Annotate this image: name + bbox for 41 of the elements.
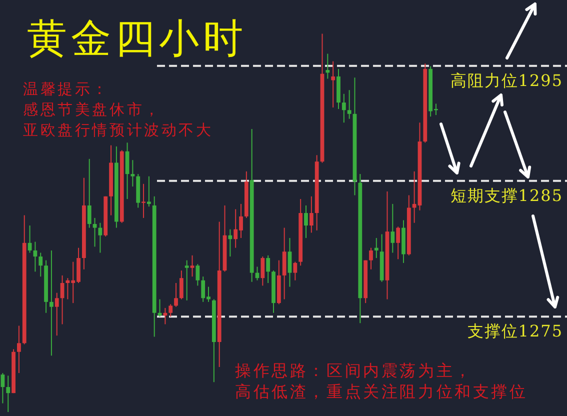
annotation: 温馨提示：感恩节美盘休市，亚欧盘行情预计波动不大 (23, 80, 214, 139)
candlestick (130, 160, 135, 188)
candlestick (260, 256, 265, 286)
candlestick (196, 264, 200, 286)
candlestick (0, 372, 5, 404)
candlestick (266, 254, 270, 284)
candlestick (50, 250, 54, 356)
candlestick (98, 222, 102, 254)
candlestick (369, 247, 373, 270)
candlestick (342, 93, 346, 124)
candlestick (347, 90, 352, 120)
candlestick (396, 226, 400, 260)
ref-line-label: 短期支撑1285 (450, 186, 563, 205)
candlestick (304, 204, 308, 238)
candlestick (142, 183, 146, 218)
candlestick (179, 270, 184, 300)
candlestick (174, 282, 178, 308)
candlestick (293, 261, 298, 281)
chart-title: 黄金四小时 (27, 16, 247, 62)
candlestick (146, 176, 151, 208)
candlestick (374, 237, 378, 259)
candlestick (326, 53, 330, 80)
candlestick (390, 203, 395, 254)
candlestick (309, 196, 314, 234)
candlestick (87, 158, 92, 228)
candlestick (6, 375, 10, 412)
candlestick (228, 228, 232, 258)
candlestick (331, 60, 336, 108)
candlestick (54, 292, 59, 336)
candlestick (38, 252, 43, 278)
candlestick (17, 325, 21, 374)
candlestick (168, 304, 173, 318)
candlestick (92, 217, 97, 248)
candlestick (282, 227, 286, 300)
ref-line-label: 支撑位1275 (467, 322, 563, 341)
candlestick (163, 307, 168, 325)
annotation: 操作思路：区间内震荡为主，高估低渣，重点关注阻力位和支撑位 (235, 361, 528, 401)
ref-line-label: 高阻力位1295 (450, 70, 563, 90)
candlestick (184, 260, 189, 301)
candlestick (190, 254, 194, 278)
candlestick (288, 237, 292, 288)
